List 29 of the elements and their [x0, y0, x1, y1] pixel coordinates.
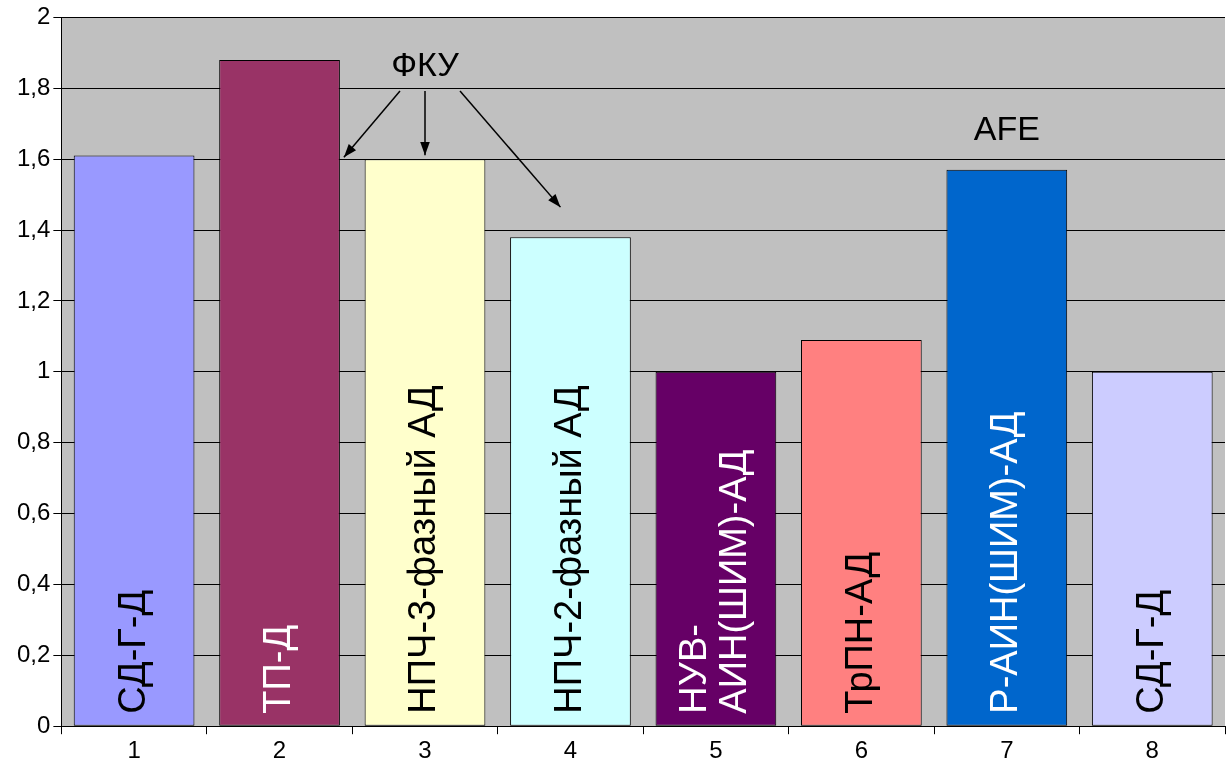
data-label: НПЧ-2-фазный АД: [546, 385, 589, 714]
y-tick-label: 0,8: [16, 427, 51, 455]
data-label: СД-Г-Д: [1128, 589, 1171, 714]
x-tick-label: 3: [418, 736, 432, 764]
y-tick-label: 0,4: [16, 569, 51, 597]
y-tick-label: 0: [37, 710, 51, 738]
annotation: ФКУ: [391, 45, 460, 84]
x-tick-label: 2: [272, 736, 287, 764]
x-tick-label: 7: [1000, 736, 1014, 764]
data-label: Р-АИН(ШИМ)-АД: [983, 411, 1026, 714]
data-label: НПЧ-3-фазный АД: [401, 385, 444, 714]
data-label: СД-Г-Д: [110, 589, 153, 714]
x-tick-label: 5: [709, 736, 723, 764]
y-tick-label: 0,6: [16, 498, 51, 526]
x-tick-label: 6: [854, 736, 869, 764]
y-tick-label: 1,8: [16, 72, 51, 100]
annotation: AFE: [973, 109, 1040, 148]
data-label: ТП-Д: [256, 624, 299, 714]
data-label: ТрПН-АД: [837, 551, 880, 714]
y-tick-label: 2: [37, 2, 51, 30]
data-label: НУВ-АИН(ШИМ)-АД: [672, 449, 755, 714]
y-tick-label: 0,2: [16, 639, 51, 667]
y-tick-label: 1: [37, 356, 51, 384]
x-tick-label: 4: [563, 736, 578, 764]
x-tick-label: 8: [1145, 736, 1159, 764]
y-tick-label: 1,6: [16, 143, 51, 171]
y-tick-label: 1,4: [16, 214, 51, 242]
x-tick-label: 1: [127, 736, 141, 764]
y-tick-label: 1,2: [16, 285, 51, 313]
